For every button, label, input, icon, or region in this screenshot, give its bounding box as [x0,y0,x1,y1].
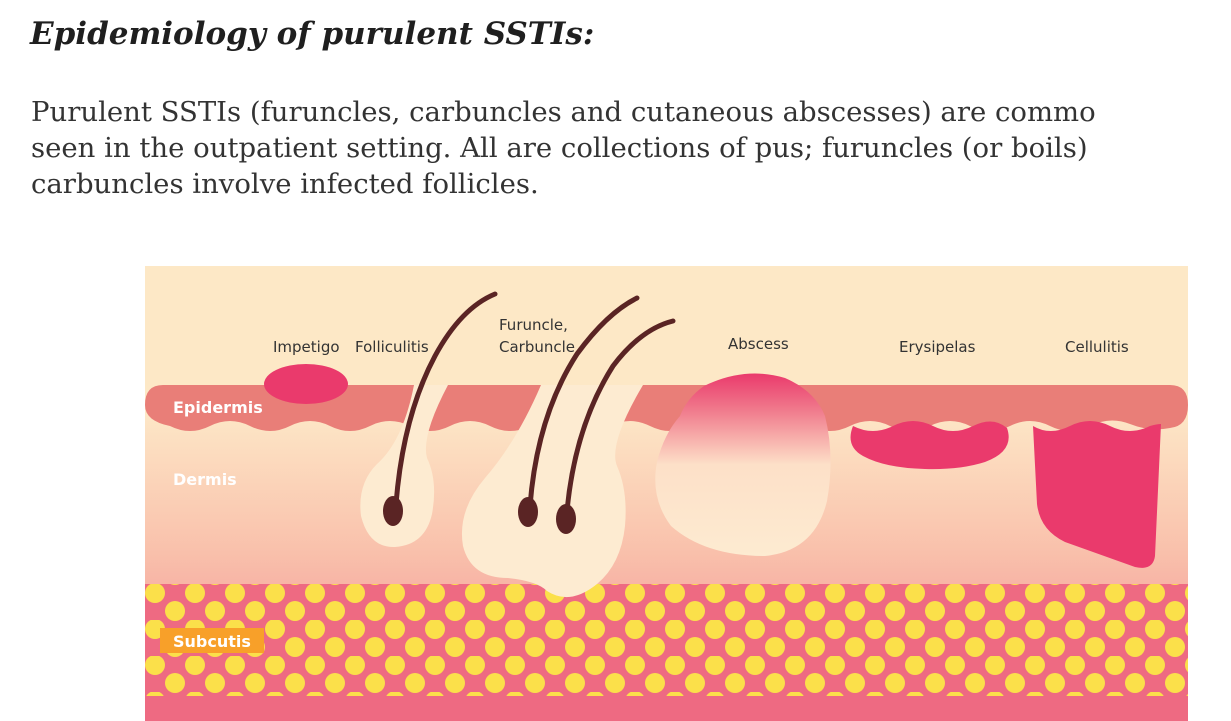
label-epidermis: Epidermis [173,398,263,417]
furuncle-bulb-2 [556,504,576,534]
label-folliculitis: Folliculitis [355,338,429,356]
label-erysipelas: Erysipelas [899,338,976,356]
impetigo-lesion [264,364,348,404]
label-subcutis: Subcutis [173,632,251,651]
label-furuncle: Furuncle, [499,316,568,334]
subcutis-layer [145,584,1188,696]
erysipelas-lesion [850,421,1009,470]
furuncle-bulb-1 [518,497,538,527]
subcutis-label-bg [160,628,264,653]
page-heading: Epidemiology of purulent SSTIs: [30,16,595,52]
paragraph-line: seen in the outpatient setting. All are … [31,132,1088,164]
cellulitis-lesion [1033,421,1161,568]
label-carbuncle: Carbuncle [499,338,575,356]
bottom-band [145,696,1188,721]
paragraph-line: carbuncles involve infected follicles. [31,168,539,200]
skin-infection-illustration: Impetigo Folliculitis Furuncle, Carbuncl… [145,266,1188,721]
folliculitis-follicle [360,385,448,548]
label-dermis: Dermis [173,470,237,489]
label-abscess: Abscess [728,335,789,353]
folliculitis-bulb [383,496,403,526]
abscess-lesion [655,373,831,556]
paragraph-line: Purulent SSTIs (furuncles, carbuncles an… [31,96,1096,128]
furuncle-hair-2 [564,318,676,514]
label-impetigo: Impetigo [273,338,340,356]
furuncle-lesion [461,385,643,598]
intro-paragraph: Purulent SSTIs (furuncles, carbuncles an… [31,94,1231,202]
label-cellulitis: Cellulitis [1065,338,1129,356]
furuncle-hair-1 [527,295,640,509]
folliculitis-hair [393,291,498,507]
